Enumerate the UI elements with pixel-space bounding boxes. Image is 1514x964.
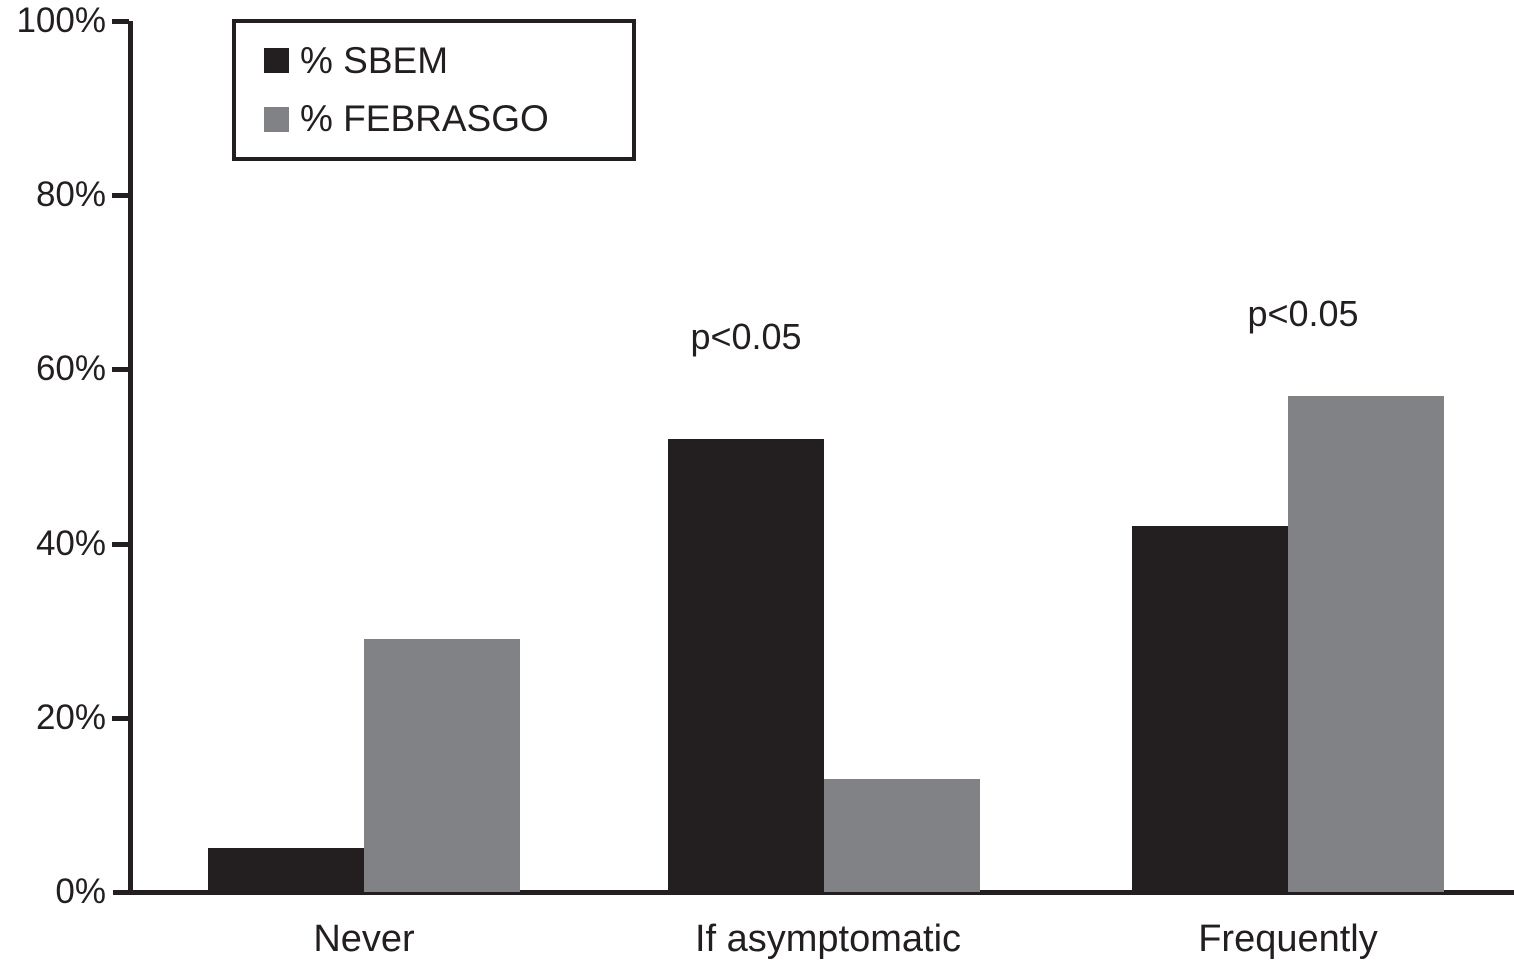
x-category-label: Never [313, 918, 415, 960]
legend: % SBEM % FEBRASGO [232, 19, 636, 161]
legend-swatch-febrasgo [264, 106, 289, 132]
p-value-annotation: p<0.05 [690, 316, 802, 357]
bar-febrasgo-2 [1288, 395, 1444, 892]
y-tick-label: 40% [35, 523, 106, 563]
legend-item-febrasgo: % FEBRASGO [264, 98, 632, 140]
bar-sbem-2 [1132, 526, 1288, 892]
x-category-label: If asymptomatic [694, 918, 962, 960]
bar-sbem-0 [208, 848, 364, 892]
y-tick-mark [112, 19, 129, 24]
y-tick-label: 100% [16, 1, 106, 40]
bar-sbem-1 [668, 439, 824, 892]
legend-label-febrasgo: % FEBRASGO [300, 98, 549, 140]
y-tick-mark [112, 541, 129, 547]
x-category-label: Frequently [1198, 918, 1378, 960]
p-value-annotation: p<0.05 [1247, 293, 1359, 334]
y-tick-mark [112, 715, 129, 721]
legend-label-sbem: % SBEM [300, 39, 449, 81]
x-axis-line [113, 890, 1514, 895]
y-tick-label: 80% [35, 175, 106, 215]
y-axis-line [128, 21, 133, 895]
bar-febrasgo-1 [824, 778, 980, 892]
y-tick-mark [112, 193, 129, 199]
legend-swatch-sbem [264, 48, 289, 74]
y-tick-mark [112, 367, 129, 373]
bar-febrasgo-0 [364, 639, 520, 892]
y-tick-label: 20% [35, 697, 106, 737]
y-tick-label: 0% [55, 872, 106, 911]
y-tick-label: 60% [35, 349, 106, 389]
legend-item-sbem: % SBEM [264, 40, 632, 82]
